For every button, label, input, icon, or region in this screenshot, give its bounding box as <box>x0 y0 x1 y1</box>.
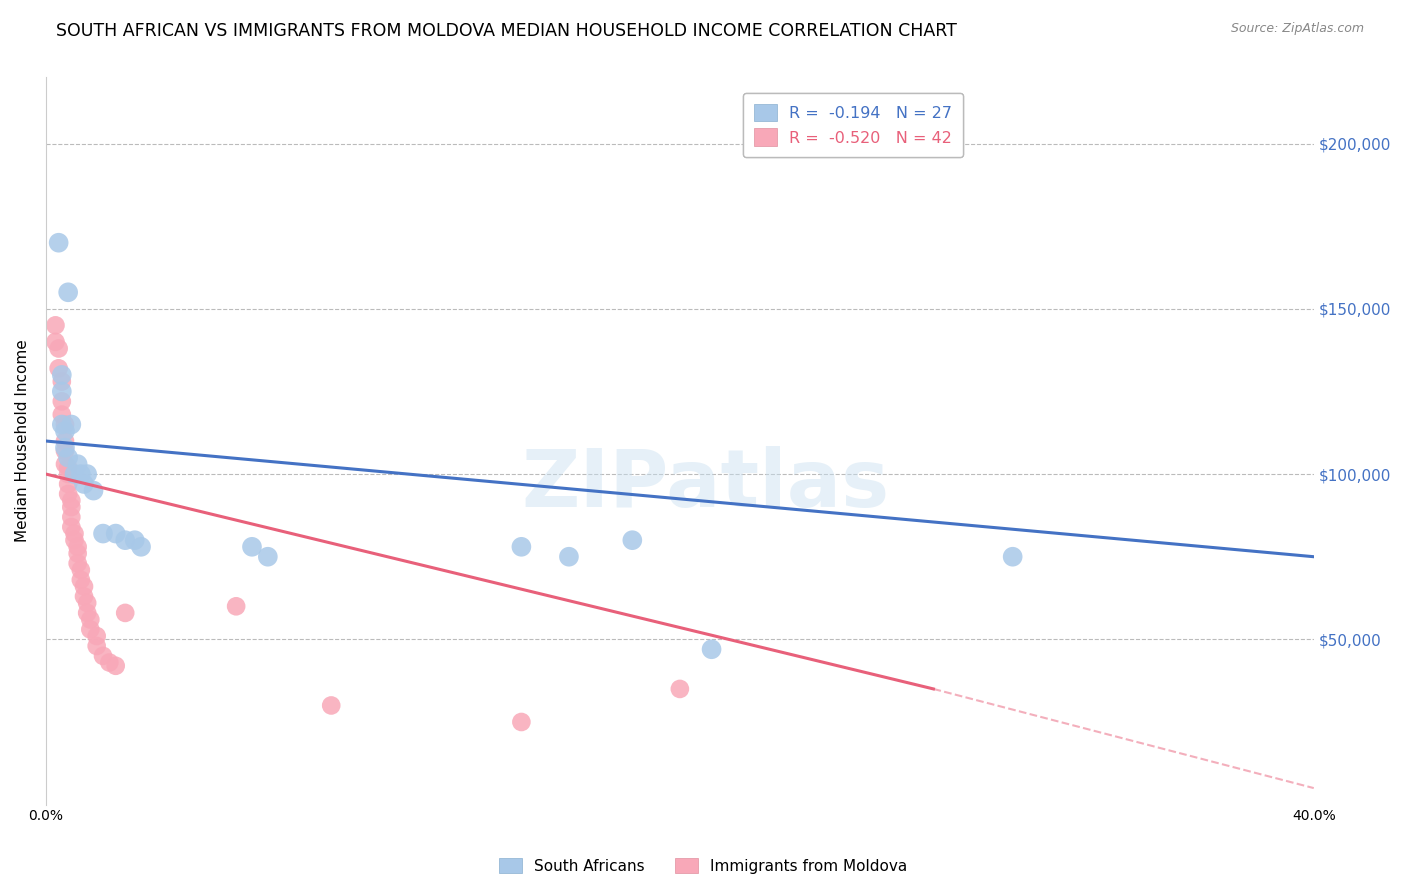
Point <box>63 533 86 548</box>
Point <box>51 408 73 422</box>
Point <box>86 629 108 643</box>
Point <box>53 417 76 432</box>
Point <box>56 467 79 481</box>
Legend: South Africans, Immigrants from Moldova: South Africans, Immigrants from Moldova <box>492 852 914 880</box>
Point <box>104 658 127 673</box>
Point <box>86 639 108 653</box>
Point <box>60 417 83 432</box>
Point <box>76 596 98 610</box>
Point <box>510 714 533 729</box>
Point <box>69 573 91 587</box>
Point <box>66 546 89 560</box>
Point <box>60 510 83 524</box>
Point <box>66 557 89 571</box>
Point <box>669 681 692 696</box>
Point <box>48 235 70 250</box>
Point <box>73 477 96 491</box>
Point <box>56 477 79 491</box>
Point <box>91 648 114 663</box>
Point <box>66 457 89 471</box>
Point <box>51 417 73 432</box>
Point <box>60 520 83 534</box>
Point <box>53 444 76 458</box>
Point <box>69 467 91 481</box>
Point <box>129 540 152 554</box>
Point <box>48 361 70 376</box>
Point <box>44 334 66 349</box>
Legend: R =  -0.194   N = 27, R =  -0.520   N = 42: R = -0.194 N = 27, R = -0.520 N = 42 <box>742 93 963 157</box>
Point <box>98 656 121 670</box>
Point <box>700 642 723 657</box>
Point <box>56 460 79 475</box>
Point <box>114 606 136 620</box>
Point <box>1001 549 1024 564</box>
Point <box>66 540 89 554</box>
Point <box>104 526 127 541</box>
Point <box>53 457 76 471</box>
Point <box>51 384 73 399</box>
Point <box>53 441 76 455</box>
Point <box>51 375 73 389</box>
Point <box>53 424 76 438</box>
Point <box>56 450 79 465</box>
Point <box>56 487 79 501</box>
Point <box>510 540 533 554</box>
Point <box>79 623 101 637</box>
Point <box>76 467 98 481</box>
Point <box>114 533 136 548</box>
Point <box>56 285 79 300</box>
Point <box>83 483 105 498</box>
Point <box>124 533 146 548</box>
Point <box>91 526 114 541</box>
Point <box>79 613 101 627</box>
Point <box>73 579 96 593</box>
Point <box>51 394 73 409</box>
Point <box>321 698 343 713</box>
Point <box>73 590 96 604</box>
Y-axis label: Median Household Income: Median Household Income <box>15 340 30 542</box>
Point <box>60 500 83 515</box>
Point <box>225 599 247 614</box>
Point <box>621 533 644 548</box>
Point <box>558 549 581 564</box>
Point <box>256 549 278 564</box>
Point <box>69 563 91 577</box>
Point <box>240 540 263 554</box>
Point <box>76 606 98 620</box>
Point <box>53 434 76 448</box>
Point <box>48 342 70 356</box>
Point <box>63 467 86 481</box>
Point <box>44 318 66 333</box>
Point <box>63 526 86 541</box>
Point <box>51 368 73 382</box>
Point <box>60 493 83 508</box>
Text: ZIPatlas: ZIPatlas <box>522 446 890 524</box>
Text: Source: ZipAtlas.com: Source: ZipAtlas.com <box>1230 22 1364 36</box>
Text: SOUTH AFRICAN VS IMMIGRANTS FROM MOLDOVA MEDIAN HOUSEHOLD INCOME CORRELATION CHA: SOUTH AFRICAN VS IMMIGRANTS FROM MOLDOVA… <box>56 22 957 40</box>
